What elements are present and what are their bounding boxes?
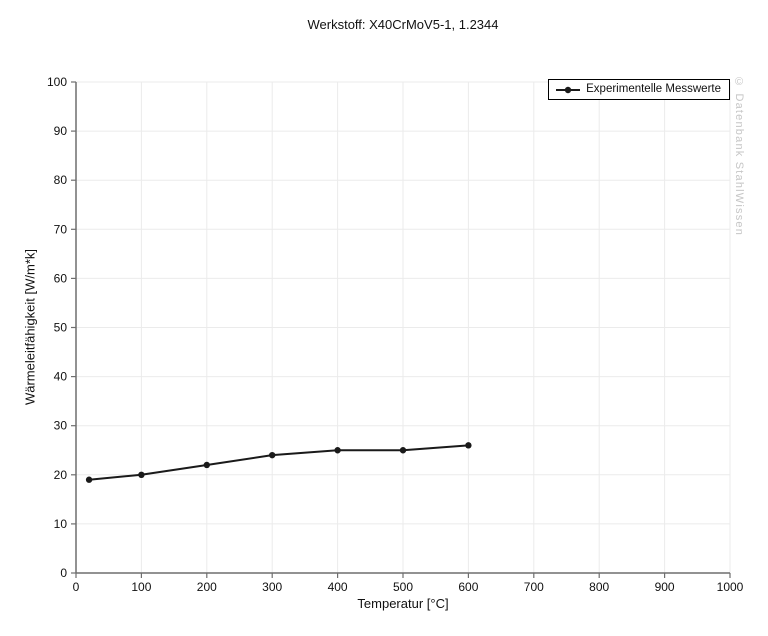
y-tick-label: 40 [54,370,68,384]
x-tick-label: 1000 [717,580,744,594]
y-tick-label: 10 [54,517,68,531]
y-axis-title: Wärmeleitfähigkeit [W/m*k] [22,248,38,406]
x-tick-label: 600 [458,580,478,594]
series [85,442,472,483]
x-axis-title: Temperatur [°C] [357,596,449,611]
x-tick-label: 200 [197,580,217,594]
x-tick-label: 0 [73,580,80,594]
y-tick-label: 80 [54,173,68,187]
chart-title: Werkstoff: X40CrMoV5-1, 1.2344 [307,17,499,32]
data-point-marker [334,447,341,454]
y-tick-label: 100 [47,75,67,89]
x-tick-label: 500 [393,580,413,594]
legend: Experimentelle Messwerte [548,79,730,100]
data-point-marker [399,447,407,454]
y-tick-label: 60 [54,271,68,285]
legend-label: Experimentelle Messwerte [586,82,721,95]
data-point-marker [465,442,472,449]
data-point-marker [203,461,210,469]
y-tick-label: 90 [54,124,68,138]
data-point-marker [85,476,93,483]
x-tick-label: 100 [131,580,151,594]
x-tick-label: 700 [524,580,544,594]
x-tick-label: 800 [589,580,609,594]
x-tick-label: 300 [262,580,282,594]
y-tick-label: 30 [54,419,68,433]
y-tick-label: 20 [54,468,68,482]
watermark: © Datenbank StahlWissen [733,76,745,237]
x-tick-label: 400 [328,580,348,594]
x-tick-label: 900 [655,580,675,594]
data-point-marker [269,451,276,459]
data-point-marker [138,471,145,478]
legend-line-marker-icon [556,86,581,93]
y-tick-label: 0 [60,566,67,580]
y-tick-label: 50 [54,321,68,335]
gridlines [75,81,731,574]
y-tick-label: 70 [54,222,68,236]
tick-marks: 0 100 200 300 400 500 600 700 800 900 1000 0 10 20 30 4… [47,75,744,594]
